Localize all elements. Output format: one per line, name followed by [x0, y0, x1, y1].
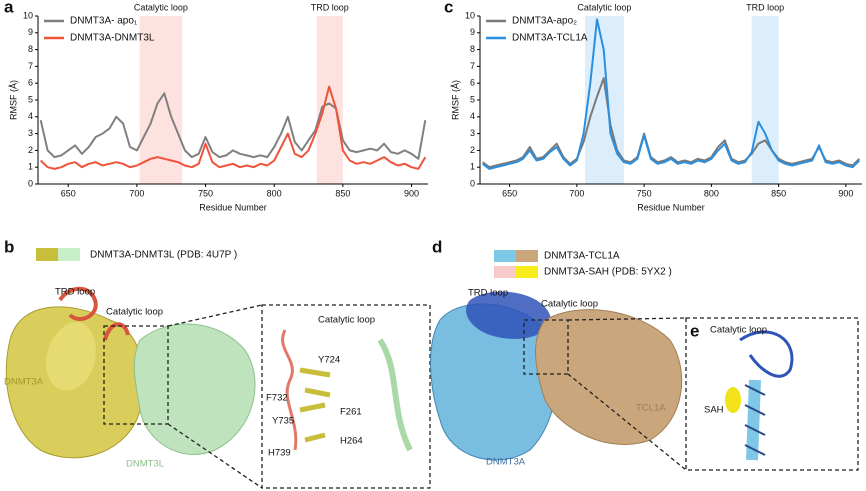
legend-label: DNMT3A-DNMT3L [70, 33, 155, 44]
legend-label: DNMT3A-DNMT3L (PDB: 4U7P ) [90, 250, 237, 261]
y-tick-label: 3 [28, 128, 33, 138]
band-label: Catalytic loop [134, 2, 188, 12]
annotation: TCL1A [636, 403, 666, 414]
inset-box [685, 317, 859, 471]
data-line [40, 85, 427, 170]
structure-b [5, 286, 431, 489]
y-tick-label: 2 [470, 145, 475, 155]
y-tick-label: 9 [28, 27, 33, 37]
x-tick-label: 850 [335, 188, 350, 198]
x-tick-label: 900 [838, 188, 853, 198]
panel-letter: e [690, 321, 699, 340]
y-tick-label: 7 [470, 61, 475, 71]
y-tick-label: 3 [470, 128, 475, 138]
legend-label: DNMT3A- apo₁ [70, 16, 138, 27]
zoom-lines [167, 304, 263, 489]
structure-d [430, 291, 859, 471]
panel-letter: d [432, 237, 442, 256]
legend-label: DNMT3A-apo₂ [512, 16, 577, 27]
legend-label: DNMT3A-TCL1A [544, 251, 620, 262]
legend-swatch [516, 250, 538, 262]
band-label: TRD loop [746, 2, 784, 12]
annotation: H739 [268, 448, 291, 459]
y-tick-label: 2 [28, 145, 33, 155]
x-tick-label: 650 [502, 188, 517, 198]
y-tick-label: 6 [470, 78, 475, 88]
annotation: F261 [340, 407, 362, 418]
y-tick-label: 5 [470, 94, 475, 104]
panel-letter: a [4, 0, 14, 16]
y-tick-label: 4 [470, 111, 475, 121]
inset-box [261, 304, 431, 489]
annotation: DNMT3A [486, 457, 526, 468]
x-tick-label: 800 [267, 188, 282, 198]
y-tick-label: 7 [28, 61, 33, 71]
x-tick-label: 800 [704, 188, 719, 198]
highlight-band [316, 16, 343, 184]
y-tick-label: 8 [28, 44, 33, 54]
x-tick-label: 700 [569, 188, 584, 198]
annotation: H264 [340, 436, 363, 447]
annotation: F732 [266, 393, 288, 404]
data-line [482, 77, 861, 169]
annotation: Y735 [272, 416, 294, 427]
legend-label: DNMT3A-TCL1A [512, 33, 588, 44]
annotation: SAH [704, 405, 724, 416]
zoom-lines [567, 317, 687, 471]
annotation: DNMT3L [126, 459, 164, 470]
y-tick-label: 0 [28, 178, 33, 188]
x-tick-label: 650 [61, 188, 76, 198]
band-label: TRD loop [311, 2, 349, 12]
annotation: Catalytic loop [106, 307, 163, 318]
y-tick-label: 1 [470, 162, 475, 172]
legend-label: DNMT3A-SAH (PDB: 5YX2 ) [544, 267, 672, 278]
y-tick-label: 4 [28, 111, 33, 121]
y-tick-label: 10 [465, 10, 475, 20]
legend-swatch [58, 248, 80, 261]
legend-swatch [516, 266, 538, 278]
y-axis-label: RMSF (Å) [8, 80, 18, 120]
annotation: TRD loop [55, 287, 95, 298]
x-tick-label: 850 [771, 188, 786, 198]
y-axis-label: RMSF (Å) [450, 80, 460, 120]
annotation: Catalytic loop [710, 325, 767, 336]
panel-letter: b [4, 237, 14, 256]
zoom-box [523, 319, 569, 375]
x-tick-label: 700 [129, 188, 144, 198]
annotation: Y724 [318, 355, 340, 366]
annotation: TRD loop [468, 288, 508, 299]
legend-swatch [494, 250, 516, 262]
annotation: DNMT3A [4, 377, 44, 388]
x-tick-label: 750 [637, 188, 652, 198]
annotation: Catalytic loop [318, 315, 375, 326]
y-tick-label: 10 [23, 10, 33, 20]
y-tick-label: 5 [28, 94, 33, 104]
y-tick-label: 0 [470, 178, 475, 188]
zoom-box [103, 325, 169, 425]
legend-swatch [494, 266, 516, 278]
data-line [39, 92, 427, 160]
x-tick-label: 750 [198, 188, 213, 198]
y-tick-label: 6 [28, 78, 33, 88]
y-tick-label: 9 [470, 27, 475, 37]
annotation: Catalytic loop [541, 299, 598, 310]
x-axis-label: Residue Number [637, 202, 705, 212]
data-line [482, 18, 861, 170]
x-tick-label: 900 [404, 188, 419, 198]
y-tick-label: 1 [28, 162, 33, 172]
legend-swatch [36, 248, 58, 261]
band-label: Catalytic loop [577, 2, 631, 12]
panel-letter: c [444, 0, 453, 16]
highlight-band [751, 16, 779, 184]
highlight-band [584, 16, 624, 184]
x-axis-label: Residue Number [199, 202, 267, 212]
y-tick-label: 8 [470, 44, 475, 54]
